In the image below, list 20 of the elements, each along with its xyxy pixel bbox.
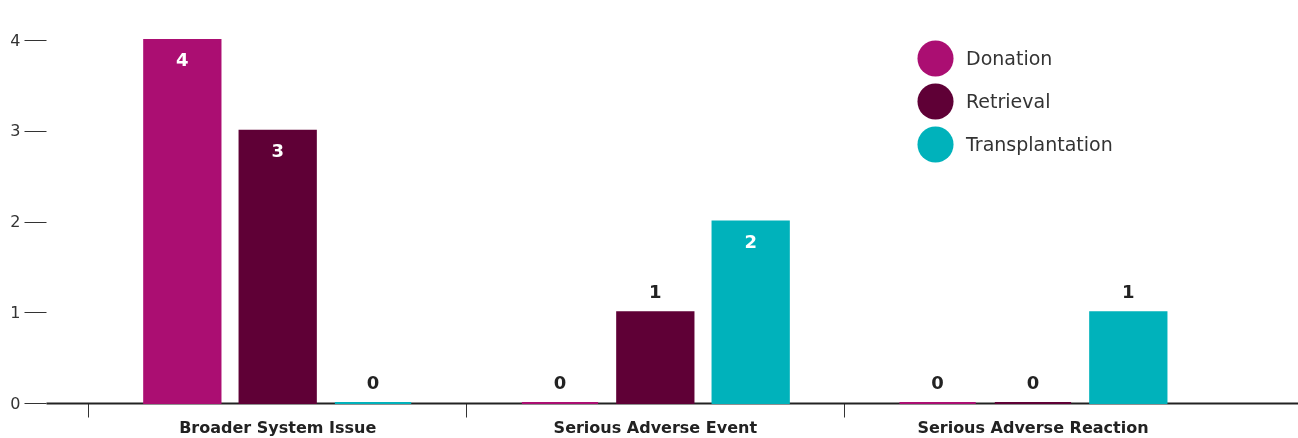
legend-label: Retrieval bbox=[966, 89, 1051, 112]
data-label: 2 bbox=[744, 230, 757, 252]
data-label: 1 bbox=[649, 281, 662, 303]
y-tick-label: 3 bbox=[10, 121, 21, 141]
x-tick-label: Serious Adverse Reaction bbox=[917, 417, 1149, 437]
y-tick-label: 0 bbox=[10, 393, 21, 413]
data-label: 0 bbox=[553, 372, 567, 393]
data-label: 1 bbox=[1122, 281, 1135, 303]
y-tick-label: 2 bbox=[10, 212, 21, 231]
legend-label: Transplantation bbox=[965, 132, 1113, 155]
legend-label: Donation bbox=[966, 46, 1053, 69]
x-tick-label: Broader System Issue bbox=[179, 417, 377, 437]
y-tick-label: 4 bbox=[10, 30, 21, 50]
data-label: 4 bbox=[176, 49, 189, 70]
x-tick-label: Serious Adverse Event bbox=[553, 417, 758, 437]
data-label: 0 bbox=[931, 372, 944, 393]
data-label: 3 bbox=[271, 139, 284, 161]
y-tick-label: 1 bbox=[10, 302, 21, 322]
data-label: 0 bbox=[1026, 372, 1040, 393]
data-label: 0 bbox=[366, 372, 380, 393]
